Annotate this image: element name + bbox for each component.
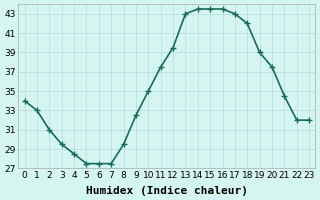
X-axis label: Humidex (Indice chaleur): Humidex (Indice chaleur) xyxy=(86,186,248,196)
